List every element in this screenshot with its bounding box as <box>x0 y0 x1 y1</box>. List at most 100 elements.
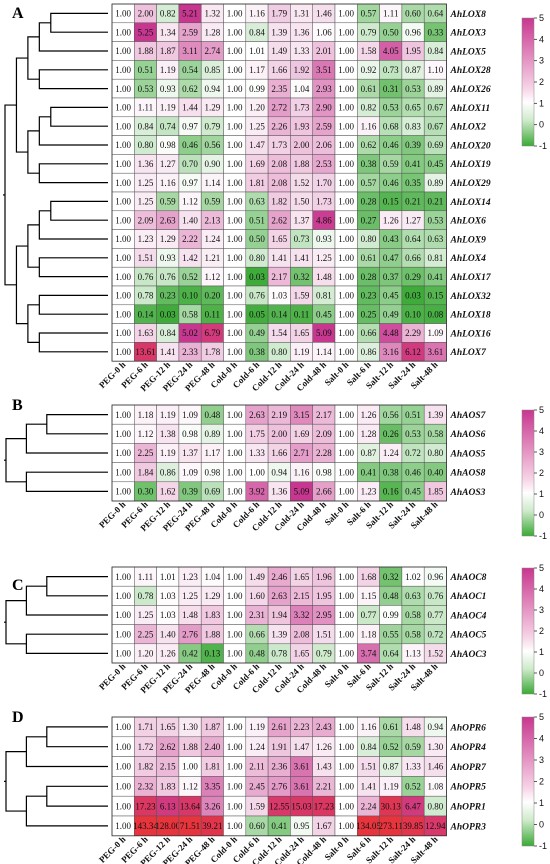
cell-value-label: 1.81 <box>204 762 220 772</box>
cell-value-label: 1.11 <box>138 103 153 113</box>
cell-value-label: 1.09 <box>182 410 198 420</box>
colorbar-tick-label: 2 <box>539 777 544 787</box>
cell-value-label: 2.06 <box>316 140 332 150</box>
cell-value-label: 0.35 <box>405 178 421 188</box>
cell-value-label: 0.72 <box>405 448 421 458</box>
cell-value-label: 1.84 <box>138 467 154 477</box>
cell-value-label: 2.66 <box>316 487 332 497</box>
cell-value-label: 1.00 <box>227 649 243 659</box>
cell-value-label: 0.87 <box>383 762 399 772</box>
cell-value-label: 1.38 <box>160 429 176 439</box>
cell-value-label: 1.00 <box>115 328 131 338</box>
cell-value-label: 3.61 <box>294 782 310 792</box>
cell-value-label: 1.19 <box>160 448 176 458</box>
row-label: AhLOX29 <box>450 179 491 189</box>
cell-value-label: 1.29 <box>204 103 220 113</box>
cell-value-label: 1.00 <box>115 629 131 639</box>
cell-value-label: 0.79 <box>316 649 332 659</box>
cell-value-label: 1.02 <box>405 572 421 582</box>
cell-value-label: 0.56 <box>204 140 220 150</box>
row-label: AhLOX20 <box>450 141 491 151</box>
colorbar-tick-label: 2 <box>539 468 544 478</box>
cell-value-label: 1.46 <box>427 762 443 772</box>
cell-value-label: 0.80 <box>138 140 154 150</box>
cell-value-label: 5.09 <box>294 487 310 497</box>
cell-value-label: 0.59 <box>160 197 176 207</box>
cell-value-label: 1.88 <box>204 629 220 639</box>
cell-value-label: 0.46 <box>383 178 399 188</box>
cell-value-label: 1.00 <box>338 782 354 792</box>
colorbar-tick-label: 0 <box>539 510 544 520</box>
cell-value-label: 3.61 <box>427 347 443 357</box>
row-label: AhLOX14 <box>450 198 491 208</box>
cell-value-label: 0.57 <box>361 9 377 19</box>
cell-value-label: 1.12 <box>182 197 198 207</box>
cell-value-label: 3.74 <box>361 649 377 659</box>
cell-value-label: 1.00 <box>115 272 131 282</box>
panel-letter: D <box>12 709 24 726</box>
cell-value-label: 0.64 <box>405 234 421 244</box>
cell-value-label: 0.96 <box>427 572 443 582</box>
cell-value-label: 17.23 <box>314 801 335 811</box>
cell-value-label: 1.96 <box>316 572 332 582</box>
cell-value-label: 0.05 <box>249 309 265 319</box>
cell-value-label: 1.88 <box>182 742 198 752</box>
cell-value-label: 2.17 <box>271 272 287 282</box>
cell-value-label: 2.71 <box>294 448 310 458</box>
cell-value-label: 2.43 <box>316 722 332 732</box>
cell-value-label: 0.14 <box>138 309 154 319</box>
cell-value-label: 2.76 <box>182 629 198 639</box>
cell-value-label: 1.00 <box>338 762 354 772</box>
row-label: AhLOX8 <box>450 10 487 20</box>
cell-value-label: 1.40 <box>182 215 198 225</box>
cell-value-label: 0.76 <box>427 591 443 601</box>
cell-value-label: 1.32 <box>204 9 220 19</box>
colorbar-tick-label: 5 <box>539 563 544 573</box>
cell-value-label: 71.51 <box>180 821 200 831</box>
colorbar-tick-label: 0 <box>539 120 544 130</box>
cell-value-label: 1.83 <box>160 782 176 792</box>
cell-value-label: 1.39 <box>271 27 287 37</box>
cell-value-label: 1.23 <box>361 487 377 497</box>
cell-value-label: 1.00 <box>115 140 131 150</box>
cell-value-label: 1.00 <box>227 291 243 301</box>
row-label: AhLOX9 <box>450 235 487 245</box>
cell-value-label: 3.92 <box>249 487 265 497</box>
cell-value-label: 1.49 <box>271 46 287 56</box>
cell-value-label: 0.37 <box>383 272 399 282</box>
cell-value-label: 1.00 <box>338 448 354 458</box>
cell-value-label: 0.38 <box>383 467 399 477</box>
cell-value-label: 1.00 <box>115 649 131 659</box>
cell-value-label: 0.16 <box>383 487 399 497</box>
cell-value-label: 1.69 <box>294 429 310 439</box>
cell-value-label: 1.00 <box>227 782 243 792</box>
cell-value-label: 2.24 <box>361 801 377 811</box>
cell-value-label: 1.11 <box>138 572 153 582</box>
cell-value-label: 6.47 <box>405 801 421 811</box>
cell-value-label: 1.73 <box>294 103 310 113</box>
cell-value-label: 0.14 <box>271 309 287 319</box>
cell-value-label: 0.38 <box>361 159 377 169</box>
cell-value-label: 1.00 <box>115 84 131 94</box>
colorbar-tick-label: -1 <box>539 689 547 699</box>
cell-value-label: 1.01 <box>160 572 176 582</box>
cell-value-label: 1.65 <box>271 234 287 244</box>
cell-value-label: 1.19 <box>249 722 265 732</box>
cell-value-label: 2.40 <box>204 742 220 752</box>
cell-value-label: 1.00 <box>338 140 354 150</box>
colorbar-tick-label: 1 <box>539 798 544 808</box>
cell-value-label: 0.89 <box>427 84 443 94</box>
cell-value-label: 1.11 <box>383 9 398 19</box>
cell-value-label: 1.94 <box>271 610 287 620</box>
cell-value-label: 1.00 <box>227 215 243 225</box>
cell-value-label: 1.00 <box>115 572 131 582</box>
cell-value-label: 0.33 <box>427 27 443 37</box>
colorbar-tick-label: -1 <box>539 841 547 851</box>
cell-value-label: 1.00 <box>338 309 354 319</box>
cell-value-label: 2.09 <box>316 429 332 439</box>
panel-letter: C <box>12 577 24 594</box>
cell-value-label: 6.13 <box>160 801 176 811</box>
cell-value-label: 1.00 <box>227 347 243 357</box>
cell-value-label: 0.38 <box>249 347 265 357</box>
row-label: AhAOC5 <box>450 631 487 641</box>
